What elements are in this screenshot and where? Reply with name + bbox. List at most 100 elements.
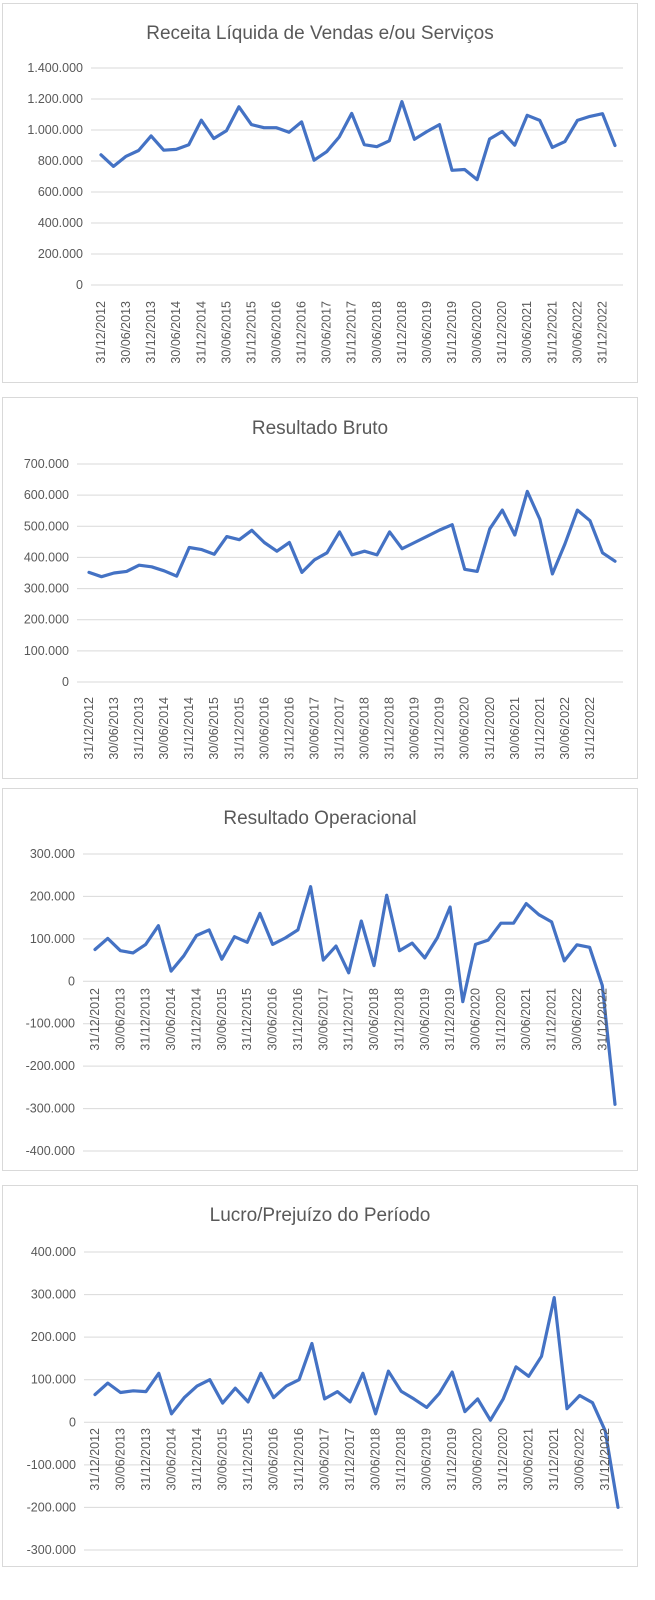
x-tick-label: 31/12/2022: [595, 301, 609, 364]
y-tick-label: -200.000: [26, 1059, 75, 1073]
x-tick-label: 31/12/2013: [132, 697, 146, 760]
chart-svg-lucro: 400.000 300.000 200.000 100.000 0 -100.000 -20…: [27, 1245, 623, 1557]
chart-panel-bruto: Resultado Bruto 700.000 600.000 500.000 400…: [2, 397, 638, 779]
x-tick-label: 30/06/2019: [420, 301, 434, 364]
x-tick-label: 30/06/2013: [114, 1428, 128, 1491]
x-tick-label: 31/12/2018: [392, 988, 406, 1051]
x-tick-label: 31/12/2012: [94, 301, 108, 364]
x-tick-label: 31/12/2022: [595, 988, 609, 1051]
x-tick-label: 30/06/2021: [522, 1428, 536, 1491]
x-tick-label: 30/06/2020: [470, 301, 484, 364]
y-tick-label: -400.000: [26, 1144, 75, 1158]
y-tick-label: 700.000: [24, 457, 69, 471]
y-tick-label: 400.000: [38, 216, 83, 230]
x-tick-label: 30/06/2022: [573, 1428, 587, 1491]
x-tick-label: 31/12/2021: [545, 301, 559, 364]
x-tick-label: 30/06/2018: [367, 988, 381, 1051]
x-tick-label: 31/12/2019: [445, 301, 459, 364]
x-tick-label: 30/06/2015: [219, 301, 233, 364]
x-tick-label: 31/12/2012: [88, 988, 102, 1051]
y-tick-label: 1.200.000: [27, 92, 83, 106]
y-tick-label: 1.000.000: [27, 123, 83, 137]
chart-svg-receita: 1.400.000 1.200.000 1.000.000 800.000 600.00…: [27, 61, 623, 364]
x-tick-label: 31/12/2020: [494, 988, 508, 1051]
x-tick-label: 31/12/2017: [342, 988, 356, 1051]
x-tick-label: 30/06/2019: [420, 1428, 434, 1491]
x-tick-label: 31/12/2019: [433, 697, 447, 760]
x-tick-label: 30/06/2014: [164, 988, 178, 1051]
x-tick-label: 31/12/2021: [545, 988, 559, 1051]
x-tick-label: 30/06/2022: [558, 697, 572, 760]
y-tick-label: -100.000: [27, 1458, 76, 1472]
x-tick-label: 31/12/2014: [190, 1428, 204, 1491]
chart-panel-lucro: Lucro/Prejuízo do Período 400.000 300.000…: [2, 1185, 638, 1567]
x-tick-label: 30/06/2013: [119, 301, 133, 364]
x-tick-label: 30/06/2014: [157, 697, 171, 760]
x-tick-label: 30/06/2013: [113, 988, 127, 1051]
x-tick-label: 30/06/2022: [570, 301, 584, 364]
x-tick-label: 31/12/2015: [241, 1428, 255, 1491]
x-tick-label: 30/06/2014: [165, 1428, 179, 1491]
x-tick-label: 31/12/2017: [345, 301, 359, 364]
series-line: [87, 489, 617, 579]
series-line: [93, 1295, 620, 1509]
x-tick-label: 30/06/2020: [458, 697, 472, 760]
x-tick-label: 30/06/2017: [318, 1428, 332, 1491]
x-tick-label: 31/12/2020: [496, 1428, 510, 1491]
x-tick-label: 30/06/2020: [468, 988, 482, 1051]
chart-panel-operacional: Resultado Operacional 300.000 200.000 100.…: [2, 788, 638, 1171]
y-tick-label: -300.000: [27, 1543, 76, 1557]
x-tick-label: 30/06/2016: [266, 988, 280, 1051]
x-tick-label: 31/12/2021: [533, 697, 547, 760]
y-tick-label: 0: [62, 675, 69, 689]
x-tick-label: 30/06/2019: [418, 988, 432, 1051]
y-tick-label: 100.000: [31, 1373, 76, 1387]
x-tick-label: 31/12/2017: [343, 1428, 357, 1491]
y-tick-label: -100.000: [26, 1017, 75, 1031]
x-tick-label: 31/12/2022: [583, 697, 597, 760]
y-tick-label: 500.000: [24, 519, 69, 533]
y-tick-label: 200.000: [24, 613, 69, 627]
x-tick-label: 30/06/2016: [257, 697, 271, 760]
x-tick-label: 31/12/2014: [182, 697, 196, 760]
y-tick-label: 100.000: [30, 932, 75, 946]
x-tick-label: 31/12/2016: [291, 988, 305, 1051]
x-tick-label: 31/12/2017: [332, 697, 346, 760]
x-tick-label: 30/06/2015: [216, 1428, 230, 1491]
chart-panel-receita: Receita Líquida de Vendas e/ou Serviços …: [2, 3, 638, 383]
x-tick-label: 31/12/2020: [495, 301, 509, 364]
chart-svg-bruto: 700.000 600.000 500.000 400.000 300.000 200.0…: [24, 457, 623, 760]
x-tick-label: 31/12/2016: [295, 301, 309, 364]
x-tick-label: 30/06/2018: [370, 301, 384, 364]
y-tick-label: 800.000: [38, 154, 83, 168]
x-tick-label: 31/12/2019: [445, 1428, 459, 1491]
x-tick-label: 31/12/2013: [139, 1428, 153, 1491]
y-tick-label: -200.000: [27, 1500, 76, 1514]
x-tick-label: 31/12/2012: [82, 697, 96, 760]
x-tick-label: 30/06/2017: [307, 697, 321, 760]
x-tick-label: 31/12/2018: [395, 301, 409, 364]
y-tick-label: 300.000: [30, 847, 75, 861]
chart-title: Receita Líquida de Vendas e/ou Serviços: [146, 23, 494, 44]
y-tick-label: 100.000: [24, 644, 69, 658]
y-tick-label: 300.000: [31, 1288, 76, 1302]
x-tick-label: 31/12/2020: [483, 697, 497, 760]
x-tick-label: 31/12/2016: [282, 697, 296, 760]
chart-title: Resultado Bruto: [251, 418, 389, 439]
y-tick-label: 400.000: [24, 550, 69, 564]
x-tick-label: 30/06/2015: [207, 697, 221, 760]
series-line: [93, 885, 617, 1106]
x-tick-label: 30/06/2020: [471, 1428, 485, 1491]
chart-title: Resultado Operacional: [223, 808, 417, 829]
x-tick-label: 30/06/2021: [519, 988, 533, 1051]
x-tick-label: 31/12/2015: [240, 988, 254, 1051]
x-tick-label: 31/12/2018: [383, 697, 397, 760]
x-tick-label: 30/06/2017: [320, 301, 334, 364]
x-tick-label: 30/06/2014: [169, 301, 183, 364]
x-tick-label: 30/06/2017: [316, 988, 330, 1051]
y-tick-label: 200.000: [31, 1330, 76, 1344]
y-tick-label: 200.000: [30, 889, 75, 903]
chart-title: Lucro/Prejuízo do Período: [209, 1205, 431, 1226]
y-tick-label: -300.000: [26, 1102, 75, 1116]
y-tick-label: 200.000: [38, 247, 83, 261]
